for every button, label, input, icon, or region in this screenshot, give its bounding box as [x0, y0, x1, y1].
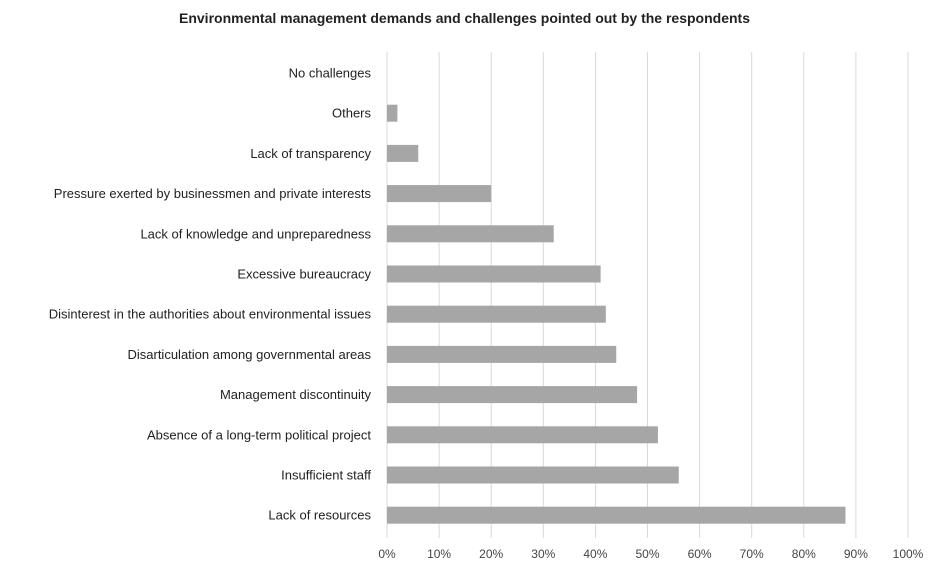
- x-tick-label: 0%: [378, 547, 396, 561]
- bar: [387, 386, 638, 404]
- category-label: No challenges: [289, 66, 372, 81]
- x-tick-label: 10%: [427, 547, 451, 561]
- x-tick-label: 50%: [635, 547, 659, 561]
- bar: [387, 225, 554, 243]
- x-tick-label: 30%: [531, 547, 555, 561]
- bar: [387, 144, 419, 162]
- category-label: Lack of resources: [268, 508, 371, 523]
- category-label: Lack of knowledge and unpreparedness: [140, 226, 371, 241]
- bar: [387, 466, 679, 484]
- x-tick-label: 70%: [740, 547, 764, 561]
- bar: [387, 265, 601, 283]
- bar: [387, 185, 492, 203]
- category-label: Absence of a long-term political project: [147, 427, 371, 442]
- bar: [387, 506, 846, 524]
- bar: [387, 104, 398, 122]
- category-label: Lack of transparency: [250, 146, 371, 161]
- category-label: Disarticulation among governmental areas: [127, 347, 371, 362]
- chart-title: Environmental management demands and cha…: [179, 10, 750, 26]
- bar: [387, 305, 606, 323]
- x-tick-label: 60%: [688, 547, 712, 561]
- category-label: Others: [332, 106, 372, 121]
- x-tick-label: 40%: [583, 547, 607, 561]
- x-tick-label: 80%: [792, 547, 816, 561]
- x-tick-label: 90%: [844, 547, 868, 561]
- category-label: Insufficient staff: [281, 468, 371, 483]
- x-tick-label: 20%: [479, 547, 503, 561]
- category-label: Management discontinuity: [220, 387, 372, 402]
- category-label: Disinterest in the authorities about env…: [49, 307, 372, 322]
- category-label: Excessive bureaucracy: [237, 267, 371, 282]
- category-label: Pressure exerted by businessmen and priv…: [54, 186, 372, 201]
- x-tick-label: 100%: [893, 547, 924, 561]
- bar: [387, 345, 617, 363]
- bar: [387, 426, 658, 444]
